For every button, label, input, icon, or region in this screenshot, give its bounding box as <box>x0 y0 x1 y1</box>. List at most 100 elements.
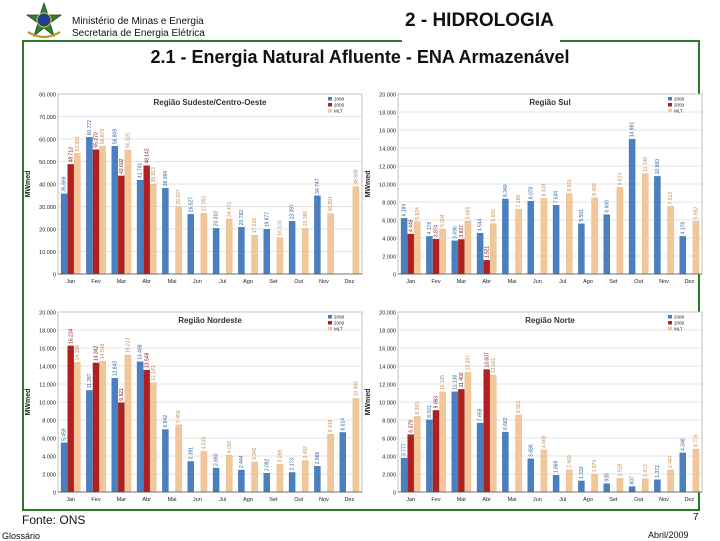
bar <box>136 361 144 493</box>
data-label: 38.094 <box>163 171 169 187</box>
legend-label: 2008 <box>674 97 685 102</box>
bar <box>464 372 472 493</box>
data-label: 3.492 <box>303 446 309 459</box>
data-label: 6.614 <box>340 418 346 431</box>
bar <box>483 369 490 493</box>
bar <box>400 457 408 493</box>
bar <box>591 474 598 493</box>
data-label: 56.809 <box>112 129 118 145</box>
source-note: Fonte: ONS <box>22 513 86 527</box>
y-axis-label: MWmed <box>365 389 372 416</box>
data-label: 3.686 <box>528 444 534 457</box>
ministry-header: Ministério de Minas e Energia Secretaria… <box>72 16 205 40</box>
bar <box>476 232 484 275</box>
bar <box>407 434 414 493</box>
data-label: 8.561 <box>516 400 522 413</box>
data-label: 8.931 <box>567 179 573 192</box>
x-tick-label: Abr <box>142 279 151 285</box>
data-label: 13.287 <box>466 355 472 371</box>
y-tick-label: 16.000 <box>379 347 396 353</box>
data-label: 48.713 <box>68 147 74 163</box>
y-tick-label: 0 <box>393 273 396 279</box>
x-tick-label: Set <box>269 497 278 503</box>
data-label: 24.471 <box>227 201 233 217</box>
x-tick-label: Mar <box>117 279 127 285</box>
data-label: 7.634 <box>554 191 560 204</box>
bar <box>407 233 414 275</box>
bar <box>679 452 686 493</box>
y-tick-label: 2.000 <box>42 473 56 479</box>
chart-title: Região Sul <box>529 98 570 107</box>
y-tick-label: 6.000 <box>382 219 396 225</box>
y-tick-label: 12.000 <box>379 165 396 171</box>
brazil-coat-of-arms-icon <box>24 1 64 40</box>
data-label: 4.178 <box>680 222 686 235</box>
bar <box>124 149 132 275</box>
y-tick-label: 10.000 <box>379 183 396 189</box>
data-label: 5.824 <box>415 207 421 220</box>
bar <box>118 175 125 275</box>
bar <box>502 431 509 493</box>
bar <box>118 402 125 493</box>
bar <box>150 382 157 493</box>
data-label: 10.860 <box>655 159 661 175</box>
y-tick-label: 10.000 <box>39 250 56 256</box>
x-tick-label: Nov <box>319 279 329 285</box>
x-tick-label: Nov <box>659 279 669 285</box>
y-tick-label: 8.000 <box>382 201 396 207</box>
bar <box>175 424 182 493</box>
data-label: 8.340 <box>503 184 509 197</box>
bar <box>251 461 258 493</box>
y-axis-label: MWmed <box>25 389 32 416</box>
legend-swatch <box>668 109 672 113</box>
bar <box>111 146 118 275</box>
x-tick-label: Abr <box>142 497 151 503</box>
data-label: 4.776 <box>694 434 700 447</box>
bar <box>150 184 157 275</box>
y-tick-label: 2.000 <box>382 473 396 479</box>
data-label: 11.138 <box>452 375 458 390</box>
data-label: 60.772 <box>87 120 93 136</box>
x-tick-label: Jan <box>406 497 415 503</box>
x-tick-label: Set <box>609 279 618 285</box>
y-tick-label: 50.000 <box>39 160 56 166</box>
data-label: 6.419 <box>328 419 334 432</box>
legend-label: MLT <box>674 327 683 332</box>
legend-label: MLT <box>334 327 343 332</box>
data-label: 10.404 <box>354 381 360 397</box>
data-label: 26.527 <box>188 197 194 213</box>
bar <box>628 139 636 275</box>
data-label: 11.402 <box>459 372 465 387</box>
data-label: 8.078 <box>528 187 534 200</box>
x-tick-label: Dez <box>684 279 694 285</box>
legend-label: 2008 <box>674 315 685 320</box>
legend-label: MLT <box>674 109 683 114</box>
y-tick-label: 6.000 <box>382 437 396 443</box>
data-label: 9.624 <box>618 173 624 186</box>
bar <box>451 391 458 493</box>
y-tick-label: 8.000 <box>382 419 396 425</box>
x-tick-label: Jul <box>559 497 566 503</box>
page-number: 7 <box>693 512 699 523</box>
x-tick-label: Mai <box>508 279 517 285</box>
legend-label: 2009 <box>674 103 685 108</box>
data-label: 1.472 <box>643 464 649 477</box>
y-tick-label: 20.000 <box>379 93 396 99</box>
data-label: 12.141 <box>151 365 157 381</box>
data-label: 1.232 <box>579 466 585 479</box>
bar <box>667 469 674 493</box>
bar <box>288 472 296 493</box>
data-label: 3.342 <box>252 447 258 460</box>
data-label: 9.921 <box>119 388 125 401</box>
x-tick-label: Mar <box>117 497 127 503</box>
bar <box>527 458 534 493</box>
x-tick-label: Abr <box>482 279 491 285</box>
glossary-link[interactable]: Glossário <box>2 531 41 541</box>
y-tick-label: 16.000 <box>379 129 396 135</box>
data-label: 1.519 <box>618 464 624 477</box>
data-label: 14.548 <box>100 344 106 360</box>
data-label: 5.852 <box>694 207 700 220</box>
legend-swatch <box>668 315 672 319</box>
y-tick-label: 12.000 <box>379 383 396 389</box>
bar <box>288 221 296 275</box>
